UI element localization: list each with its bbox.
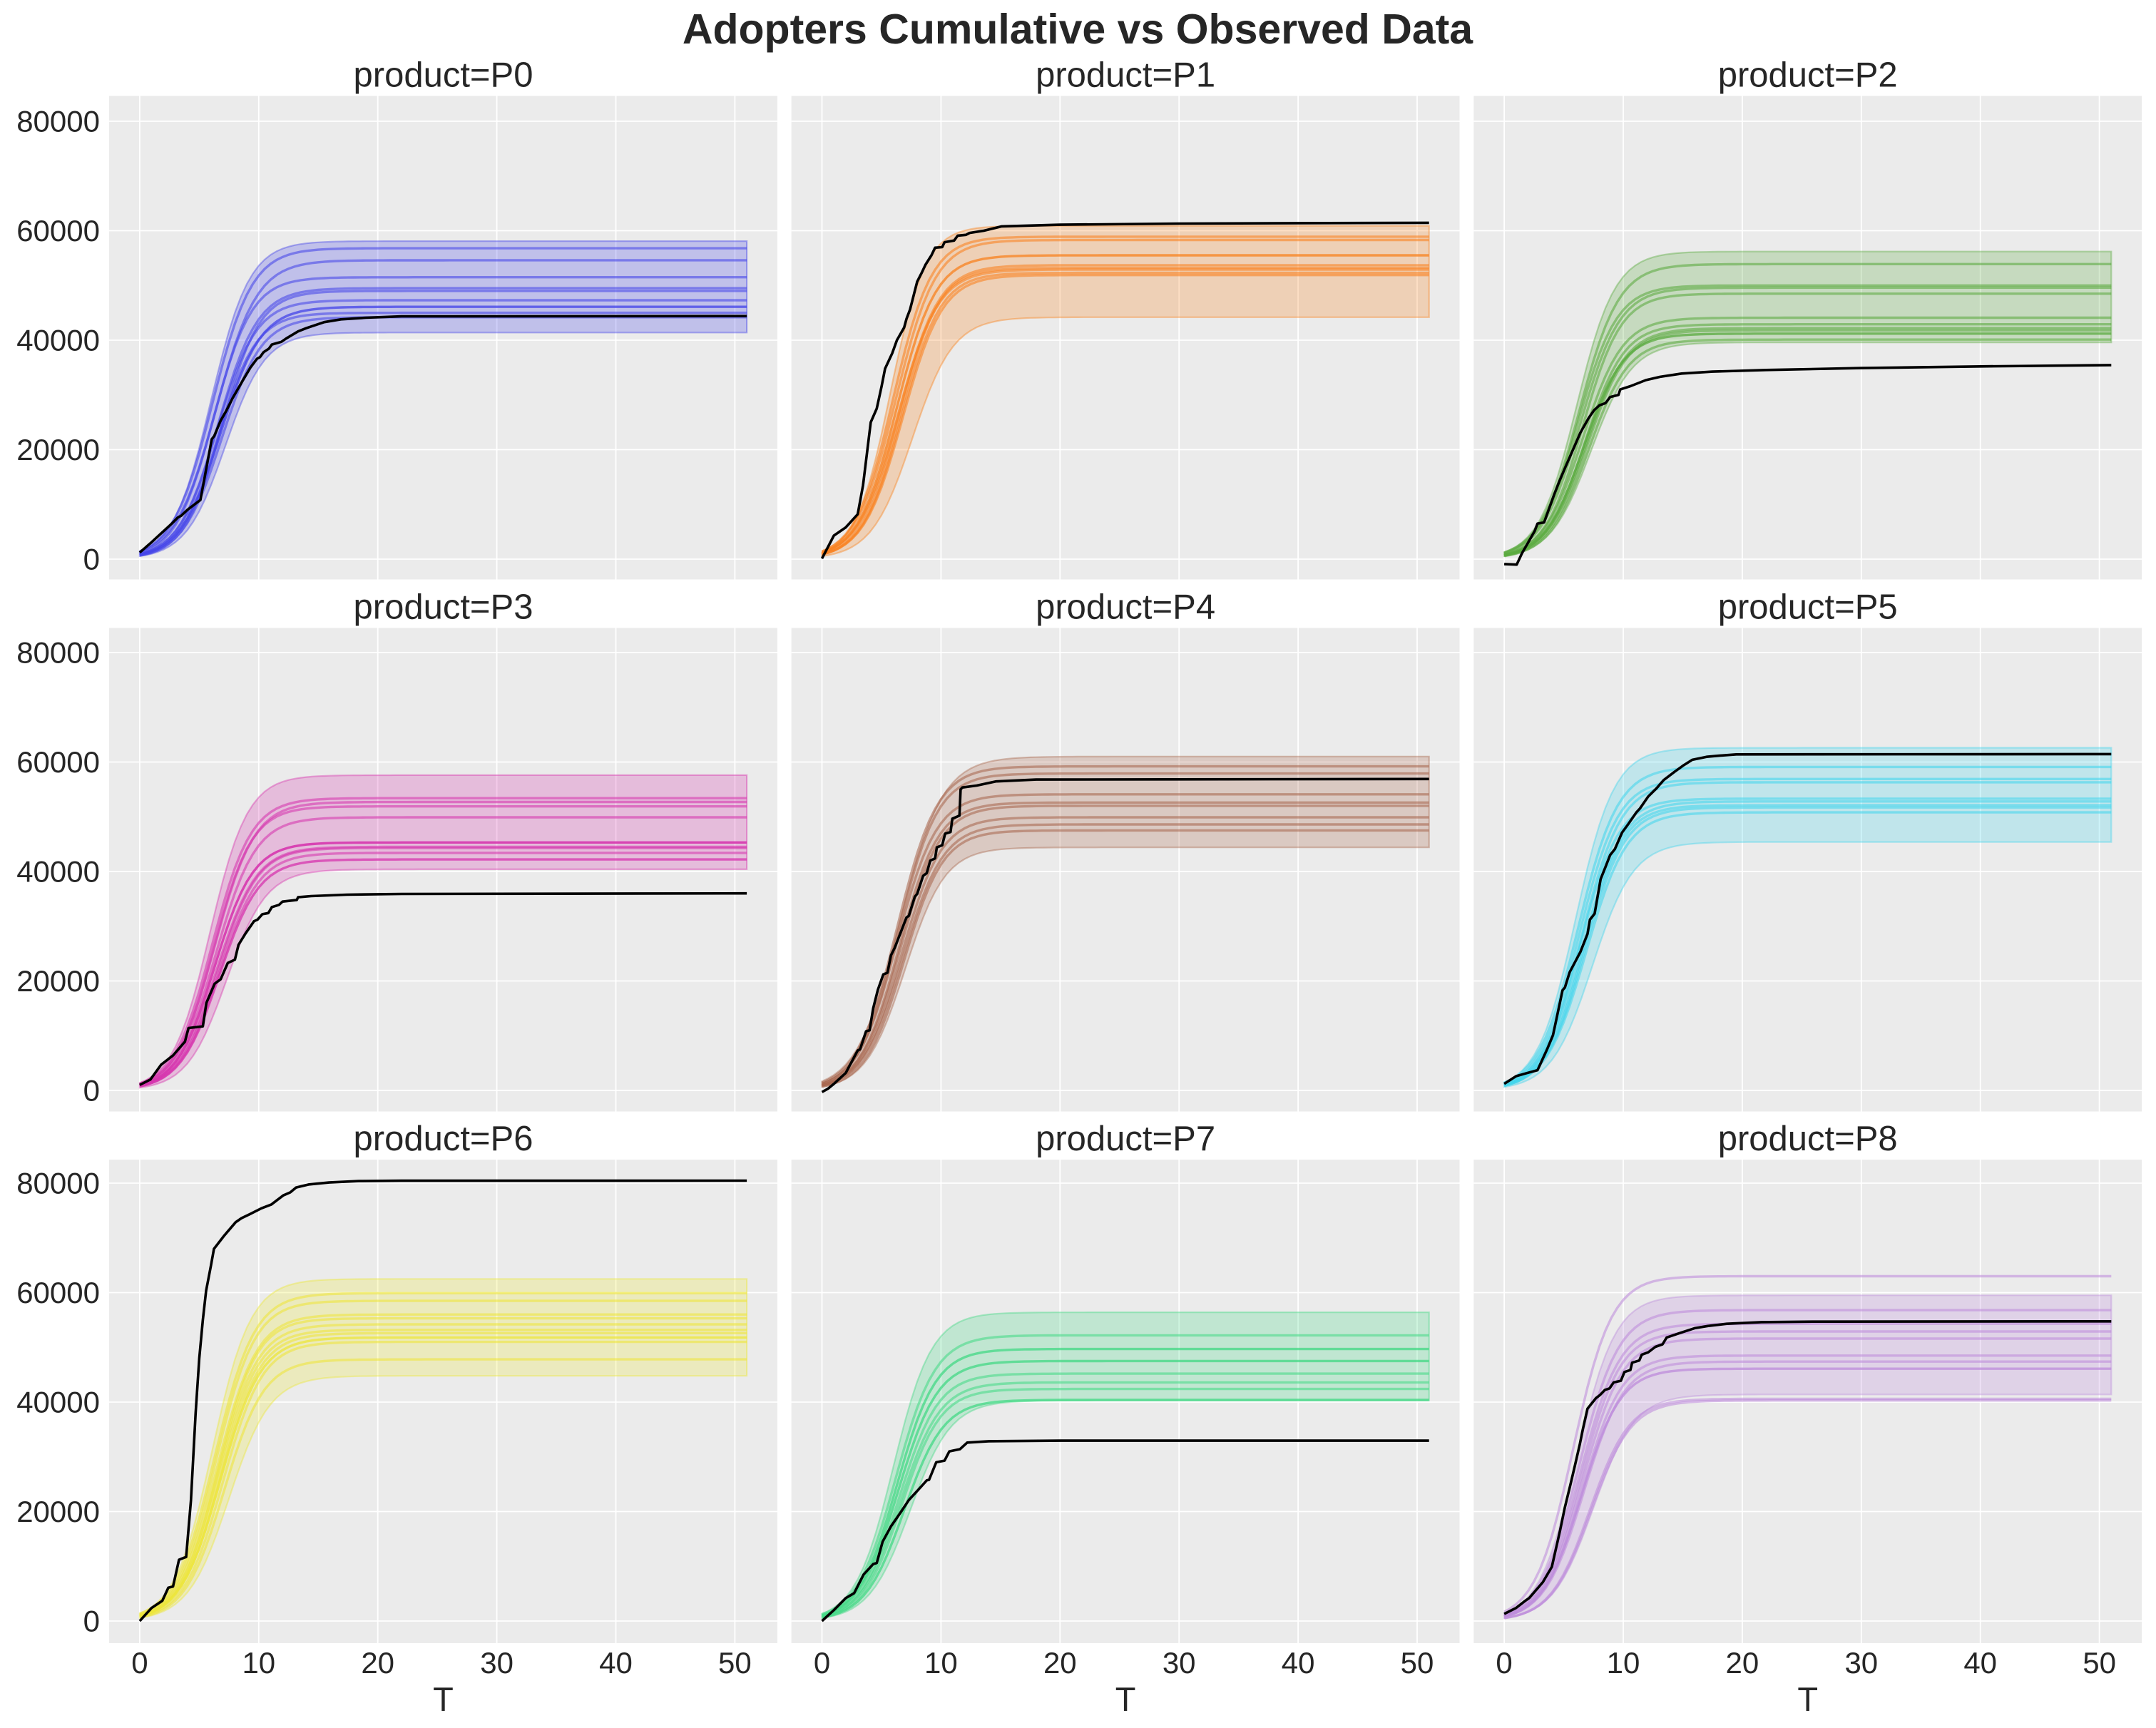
svg-text:20: 20 bbox=[1043, 1646, 1077, 1680]
svg-text:T: T bbox=[1797, 1680, 1818, 1718]
svg-text:40: 40 bbox=[599, 1646, 633, 1680]
svg-text:80000: 80000 bbox=[16, 105, 100, 138]
svg-text:40000: 40000 bbox=[16, 855, 100, 889]
svg-text:50: 50 bbox=[1401, 1646, 1434, 1680]
svg-text:50: 50 bbox=[2083, 1646, 2116, 1680]
svg-text:20: 20 bbox=[1726, 1646, 1759, 1680]
svg-text:0: 0 bbox=[83, 1074, 100, 1108]
svg-text:80000: 80000 bbox=[16, 1167, 100, 1200]
svg-text:10: 10 bbox=[1607, 1646, 1640, 1680]
svg-text:0: 0 bbox=[83, 1605, 100, 1638]
svg-text:40000: 40000 bbox=[16, 324, 100, 357]
svg-text:20000: 20000 bbox=[16, 964, 100, 998]
svg-text:product=P2: product=P2 bbox=[1718, 56, 1898, 95]
svg-text:10: 10 bbox=[924, 1646, 958, 1680]
svg-text:30: 30 bbox=[1163, 1646, 1196, 1680]
svg-text:20000: 20000 bbox=[16, 433, 100, 466]
svg-text:40000: 40000 bbox=[16, 1386, 100, 1419]
svg-text:60000: 60000 bbox=[16, 1276, 100, 1309]
svg-text:20: 20 bbox=[361, 1646, 394, 1680]
svg-text:20000: 20000 bbox=[16, 1495, 100, 1528]
svg-text:30: 30 bbox=[480, 1646, 514, 1680]
svg-text:product=P4: product=P4 bbox=[1036, 588, 1215, 627]
svg-text:60000: 60000 bbox=[16, 745, 100, 779]
svg-text:30: 30 bbox=[1844, 1646, 1878, 1680]
svg-text:product=P3: product=P3 bbox=[354, 588, 533, 627]
svg-text:0: 0 bbox=[83, 543, 100, 576]
svg-text:40: 40 bbox=[1963, 1646, 1997, 1680]
svg-text:0: 0 bbox=[814, 1646, 830, 1680]
svg-text:product=P7: product=P7 bbox=[1036, 1120, 1215, 1158]
svg-text:0: 0 bbox=[1496, 1646, 1512, 1680]
svg-text:80000: 80000 bbox=[16, 636, 100, 670]
svg-text:product=P1: product=P1 bbox=[1036, 56, 1215, 95]
svg-text:Adopters Cumulative vs Observe: Adopters Cumulative vs Observed Data bbox=[683, 6, 1473, 53]
svg-text:60000: 60000 bbox=[16, 214, 100, 247]
svg-text:product=P8: product=P8 bbox=[1718, 1120, 1898, 1158]
svg-text:10: 10 bbox=[242, 1646, 275, 1680]
svg-text:product=P6: product=P6 bbox=[354, 1120, 533, 1158]
svg-text:product=P0: product=P0 bbox=[354, 56, 533, 95]
svg-text:T: T bbox=[1115, 1680, 1136, 1718]
svg-text:T: T bbox=[433, 1680, 454, 1718]
svg-text:40: 40 bbox=[1282, 1646, 1315, 1680]
svg-text:0: 0 bbox=[131, 1646, 148, 1680]
svg-text:product=P5: product=P5 bbox=[1718, 588, 1898, 627]
svg-text:50: 50 bbox=[718, 1646, 752, 1680]
